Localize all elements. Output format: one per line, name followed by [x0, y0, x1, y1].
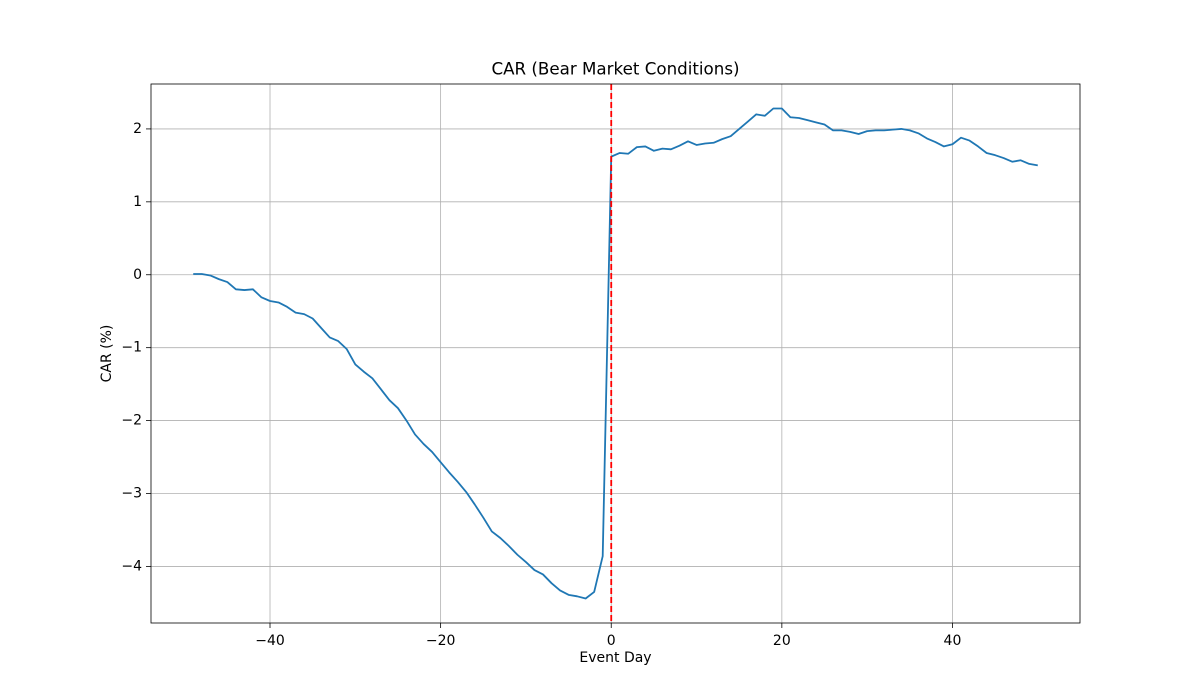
y-tick-label: −4 — [121, 558, 142, 574]
x-axis-label: Event Day — [579, 650, 651, 666]
y-tick-label: −1 — [121, 340, 142, 356]
y-tick-label: −2 — [121, 413, 142, 429]
data-line — [193, 107, 1038, 600]
y-tick-label: 0 — [133, 267, 142, 283]
y-tick-label: 1 — [133, 194, 142, 210]
y-tick-label: 2 — [133, 121, 142, 137]
chart-title: CAR (Bear Market Conditions) — [491, 59, 739, 79]
x-tick-label: −40 — [255, 633, 285, 649]
y-axis-label: CAR (%) — [99, 325, 115, 383]
x-tick-label: 20 — [773, 633, 791, 649]
y-tick-label: −3 — [121, 486, 142, 502]
x-tick-label: 40 — [944, 633, 962, 649]
plot-frame — [150, 83, 1081, 624]
x-tick-label: 0 — [607, 633, 616, 649]
x-tick-label: −20 — [426, 633, 456, 649]
